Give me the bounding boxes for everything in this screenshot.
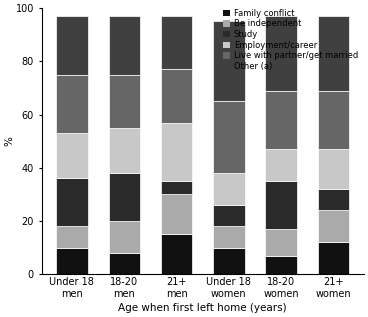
Bar bbox=[265, 256, 297, 274]
Bar bbox=[161, 123, 192, 181]
Bar bbox=[109, 173, 140, 221]
Bar bbox=[161, 16, 192, 69]
Bar bbox=[109, 75, 140, 128]
Bar bbox=[265, 91, 297, 149]
Bar bbox=[161, 234, 192, 274]
Bar bbox=[318, 91, 349, 149]
Bar bbox=[56, 75, 88, 133]
Bar bbox=[161, 69, 192, 123]
Bar bbox=[56, 133, 88, 178]
Y-axis label: %: % bbox=[4, 136, 14, 146]
Bar bbox=[318, 16, 349, 91]
Bar bbox=[109, 221, 140, 253]
Bar bbox=[56, 226, 88, 248]
Bar bbox=[265, 149, 297, 181]
Bar bbox=[213, 205, 245, 226]
Bar bbox=[56, 248, 88, 274]
Bar bbox=[318, 189, 349, 210]
Bar bbox=[213, 248, 245, 274]
Bar bbox=[265, 16, 297, 91]
Bar bbox=[109, 128, 140, 173]
Bar bbox=[56, 16, 88, 75]
Bar bbox=[213, 173, 245, 205]
Bar bbox=[265, 229, 297, 256]
Bar bbox=[318, 149, 349, 189]
Bar bbox=[109, 16, 140, 75]
X-axis label: Age when first left home (years): Age when first left home (years) bbox=[118, 303, 287, 313]
Bar bbox=[213, 22, 245, 101]
Bar bbox=[265, 181, 297, 229]
Legend: Family conflict, Be independent, Study, Employment/career, Live with partner/get: Family conflict, Be independent, Study, … bbox=[221, 7, 360, 73]
Bar bbox=[56, 178, 88, 226]
Bar bbox=[109, 253, 140, 274]
Bar bbox=[213, 101, 245, 173]
Bar bbox=[318, 210, 349, 243]
Bar bbox=[161, 194, 192, 234]
Bar bbox=[161, 181, 192, 194]
Bar bbox=[213, 226, 245, 248]
Bar bbox=[318, 243, 349, 274]
